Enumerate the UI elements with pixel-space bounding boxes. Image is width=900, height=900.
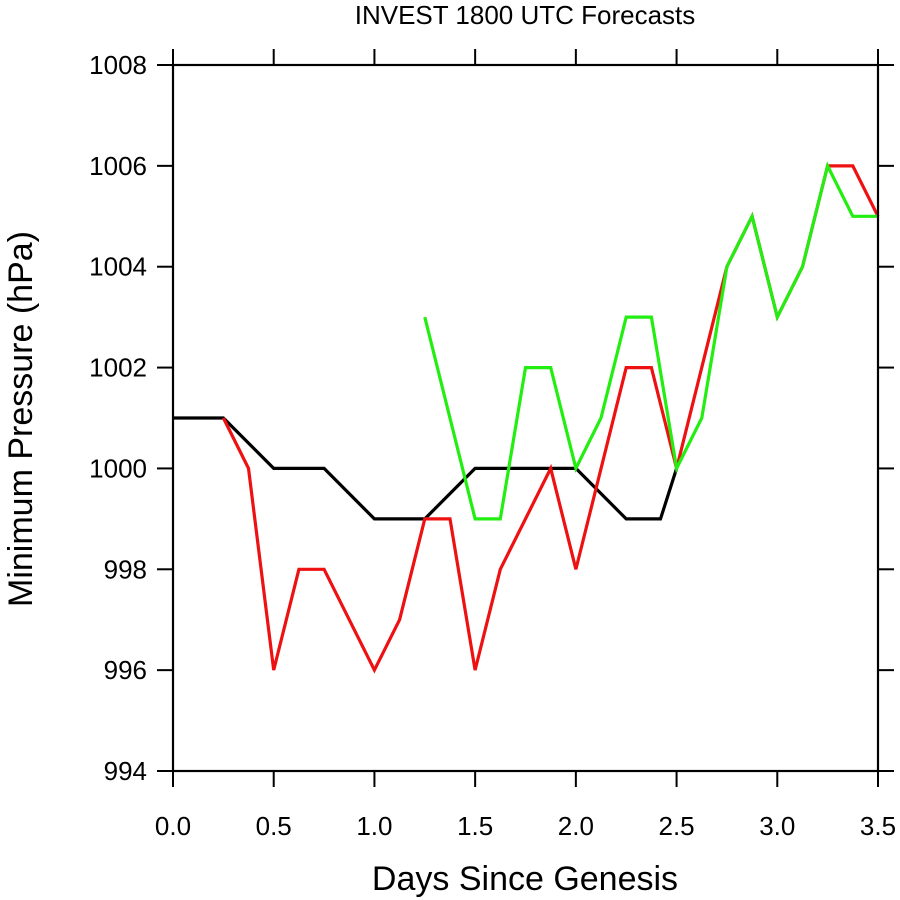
series-line-1 — [173, 416, 679, 521]
series-line-3 — [423, 161, 878, 521]
y-axis-title: Minimum Pressure (hPa) — [2, 231, 40, 607]
x-tick-label: 0.5 — [256, 811, 292, 841]
series-layer — [173, 161, 880, 674]
chart-title: INVEST 1800 UTC Forecasts — [355, 0, 696, 30]
x-axis-title: Days Since Genesis — [372, 860, 678, 898]
x-tick-label: 2.5 — [658, 811, 694, 841]
x-tick-label: 3.0 — [759, 811, 795, 841]
x-tick-label: 0.0 — [155, 811, 191, 841]
y-tick-label: 1000 — [89, 453, 147, 483]
series-line-2 — [221, 164, 880, 674]
axis-ticks: 994 996 998 1000 1002 1004 1006 1008 0.0 0.5 1.0 1.… — [89, 49, 896, 841]
y-tick-label: 994 — [104, 756, 147, 786]
plot-frame — [171, 63, 880, 773]
plot-border — [171, 63, 880, 773]
y-tick-label: 1002 — [89, 353, 147, 383]
y-tick-label: 998 — [104, 554, 147, 584]
x-tick-label: 3.5 — [860, 811, 896, 841]
y-tick-label: 1004 — [89, 252, 147, 282]
x-tick-label: 1.0 — [356, 811, 392, 841]
y-tick-label: 1008 — [89, 50, 147, 80]
y-tick-label: 996 — [104, 655, 147, 685]
y-tick-label: 1006 — [89, 151, 147, 181]
x-tick-label: 1.5 — [457, 811, 493, 841]
x-tick-label: 2.0 — [558, 811, 594, 841]
